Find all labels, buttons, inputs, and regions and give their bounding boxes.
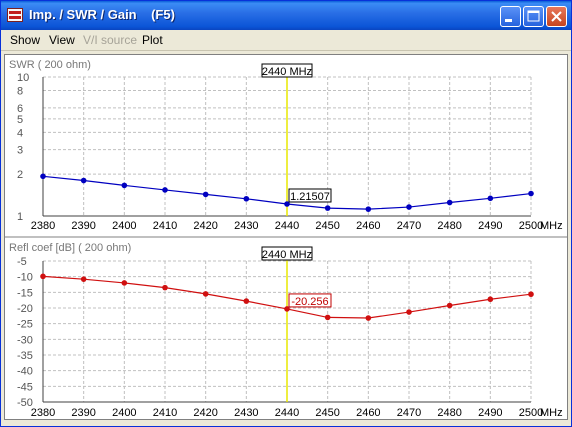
y-tick-label: -15 (17, 287, 33, 299)
chart-title: SWR ( 200 ohm) (9, 59, 91, 71)
data-point (80, 276, 87, 282)
y-tick-label: -20 (17, 303, 33, 315)
title-bar[interactable]: Imp. / SWR / Gain (F5) (1, 1, 571, 30)
x-tick-label: 2490 (478, 220, 502, 232)
y-tick-label: -5 (17, 256, 27, 268)
data-point (528, 190, 534, 197)
data-point (528, 291, 534, 298)
x-tick-label: 2430 (234, 220, 258, 232)
menu-view[interactable]: View (49, 33, 75, 47)
y-tick-label: 6 (17, 103, 23, 115)
charts-svg: SWR ( 200 ohm) 1 2 3 456 810 2380 2390 2400 2410 2… (5, 59, 567, 419)
y-tick-label: -40 (17, 366, 33, 378)
data-point (243, 195, 250, 202)
x-tick-label: 2380 (31, 220, 55, 232)
menu-vi-source[interactable]: V/I source (83, 33, 138, 47)
x-tick-label: 2410 (153, 407, 177, 419)
data-point (487, 195, 494, 202)
app-icon (7, 8, 23, 22)
x-tick-label: 2490 (478, 407, 502, 419)
y-tick-label: 1 (17, 211, 23, 223)
data-point (202, 291, 209, 297)
x-tick-label: 2470 (397, 407, 421, 419)
maximize-button[interactable] (523, 6, 544, 27)
data-point (121, 182, 128, 189)
x-tick-label: 2420 (193, 220, 217, 232)
x-tick-label: 2380 (31, 407, 55, 419)
y-tick-label: 4 (17, 127, 23, 139)
marker-value-box (288, 188, 332, 203)
x-tick-label: 2450 (315, 220, 339, 232)
marker-freq-box (261, 246, 313, 261)
y-tick-label: -35 (17, 350, 33, 362)
marker-value-label: 1.21507 (290, 191, 330, 203)
close-button[interactable] (546, 6, 567, 27)
menu-show[interactable]: Show (10, 33, 41, 47)
y-tick-label: -10 (17, 272, 33, 284)
x-tick-label: 2420 (193, 407, 217, 419)
x-tick-label: 2500 (519, 407, 543, 419)
data-point (365, 206, 372, 212)
data-point (162, 284, 168, 291)
marker-value-box (288, 293, 332, 308)
data-point (40, 173, 46, 180)
x-tick-label: 2430 (234, 407, 258, 419)
menu-plot[interactable]: Plot (142, 33, 163, 47)
y-tick-label: -50 (17, 397, 33, 409)
x-tick-label: 2440 (275, 220, 299, 232)
x-tick-label: 2390 (71, 220, 95, 232)
data-point (121, 280, 128, 286)
data-point (162, 187, 168, 193)
x-tick-label: 2400 (112, 407, 136, 419)
data-point (202, 191, 209, 198)
x-tick-label: 2400 (112, 220, 136, 232)
marker-value-label: -20.256 (291, 296, 328, 308)
data-point (365, 315, 372, 321)
menu-bar: Show View V/I source Plot (1, 30, 571, 51)
y-tick-label: 3 (17, 145, 23, 157)
x-tick-label: 2440 (275, 407, 299, 419)
x-tick-label: 2460 (356, 220, 380, 232)
minimize-button[interactable] (500, 6, 521, 27)
data-point (243, 298, 250, 304)
y-tick-label: 10 (17, 72, 29, 84)
y-tick-label: -25 (17, 319, 33, 331)
plot-area: SWR ( 200 ohm) 1 2 3 4 5 6 8 10 2380 2390 2400 2410 2… (4, 54, 568, 420)
minimize-icon (505, 19, 512, 22)
data-point (406, 309, 412, 315)
data-point (40, 273, 46, 280)
x-tick-label: 2480 (437, 220, 461, 232)
maximize-icon (527, 10, 540, 22)
x-tick-label: 2450 (315, 407, 339, 419)
y-tick-label: 8 (17, 85, 23, 97)
x-tick-label: 2410 (153, 220, 177, 232)
data-point (324, 314, 331, 321)
window-title: Imp. / SWR / Gain (F5) (29, 7, 175, 22)
data-point (284, 201, 290, 207)
data-point (446, 302, 453, 309)
close-icon (551, 11, 562, 22)
x-tick-label: 2500 (519, 220, 543, 232)
y-tick-label: 2 (17, 169, 23, 181)
chart-title: Refl coef [dB] ( 200 ohm) (9, 242, 131, 254)
x-axis-unit: MHz (540, 407, 563, 419)
marker-freq-label: 2440 MHz (262, 249, 312, 261)
y-tick-label: -30 (17, 334, 33, 346)
data-point (284, 306, 290, 312)
data-point (487, 296, 494, 303)
data-point (80, 177, 87, 184)
x-tick-label: 2460 (356, 407, 380, 419)
marker-freq-label: 2440 MHz (262, 66, 312, 78)
data-point (324, 205, 331, 211)
x-axis-unit: MHz (540, 220, 563, 232)
data-point (406, 204, 412, 210)
marker-freq-box (261, 63, 313, 78)
x-tick-label: 2480 (437, 407, 461, 419)
y-tick-label: -45 (17, 381, 33, 393)
y-tick-label: 5 (17, 114, 23, 126)
data-point (446, 199, 453, 206)
x-tick-label: 2470 (397, 220, 421, 232)
x-tick-label: 2390 (71, 407, 95, 419)
